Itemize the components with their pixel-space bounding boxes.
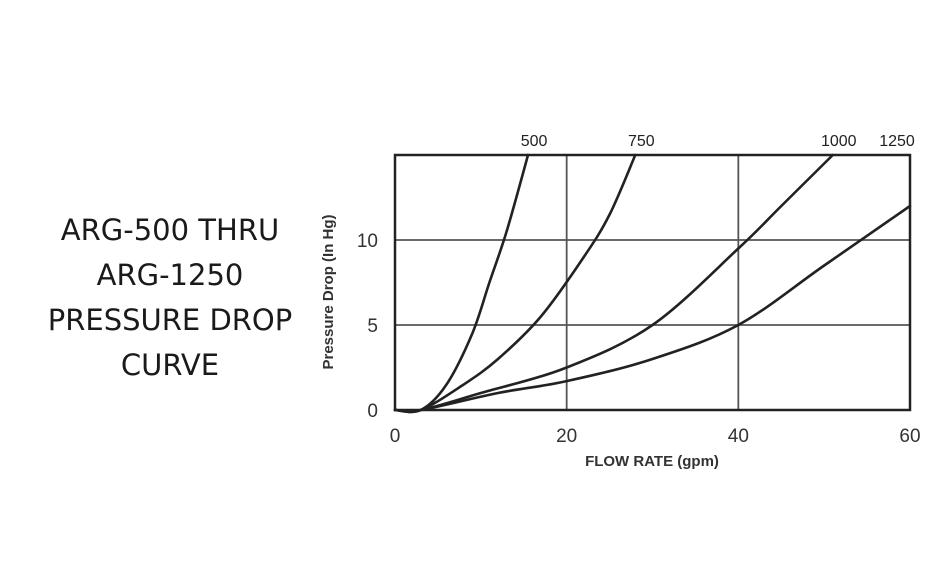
plot-frame xyxy=(393,153,912,412)
series-line-500 xyxy=(393,153,530,414)
title-line: ARG-500 THRU xyxy=(60,213,280,247)
series-label-1250: 1250 xyxy=(879,133,915,150)
series-lines xyxy=(393,153,912,414)
series-label-500: 500 xyxy=(521,133,548,150)
y-tick-label: 0 xyxy=(367,401,378,422)
x-tick-label: 20 xyxy=(556,426,577,447)
chart-title: ARG-500 THRU ARG-1250 PRESSURE DROP CURV… xyxy=(20,208,320,388)
x-tick-label: 0 xyxy=(390,426,401,447)
series-line-1000 xyxy=(393,153,835,413)
tick-labels: 0 20 40 60 0 5 10 xyxy=(357,231,921,447)
title-line: CURVE xyxy=(120,348,220,382)
title-line: ARG-1250 xyxy=(96,258,244,292)
x-tick-label: 60 xyxy=(899,426,920,447)
y-tick-label: 5 xyxy=(367,316,378,337)
y-tick-label: 10 xyxy=(357,231,378,252)
title-line: PRESSURE DROP xyxy=(47,303,293,337)
series-label-1000: 1000 xyxy=(821,133,857,150)
y-axis-label: Pressure Drop (In Hg) xyxy=(320,214,337,369)
x-tick-label: 40 xyxy=(728,426,749,447)
x-axis-label: FLOW RATE (gpm) xyxy=(585,453,719,470)
series-line-1250 xyxy=(393,204,912,413)
series-label-750: 750 xyxy=(628,133,655,150)
series-labels: 500 750 1000 1250 xyxy=(521,133,915,150)
grid xyxy=(395,155,910,410)
